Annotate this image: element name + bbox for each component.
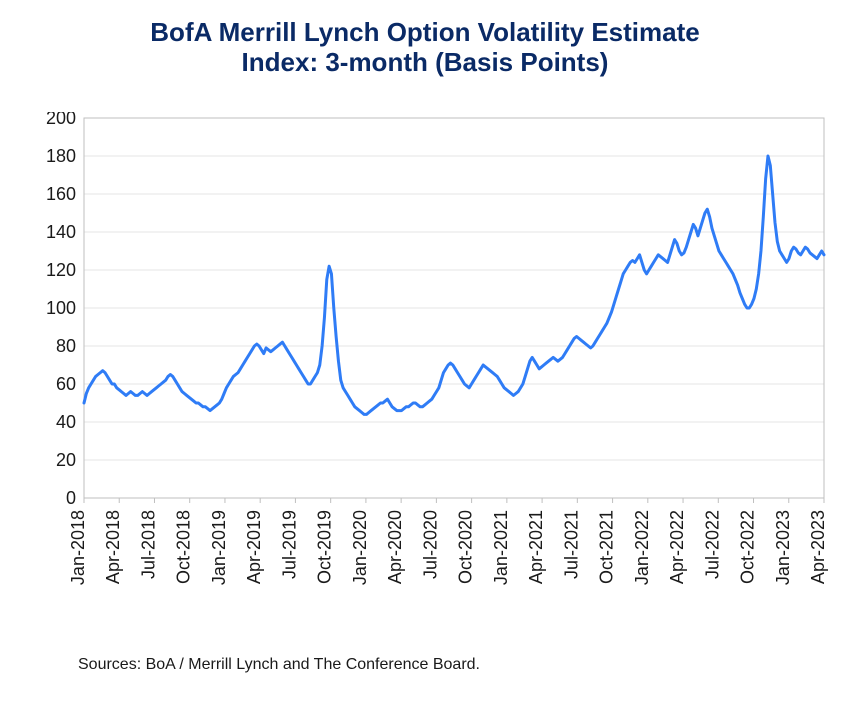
svg-text:Oct-2019: Oct-2019 [315, 510, 335, 584]
svg-text:Jan-2023: Jan-2023 [773, 510, 793, 585]
svg-text:Oct-2020: Oct-2020 [456, 510, 476, 584]
svg-text:120: 120 [46, 260, 76, 280]
svg-text:Oct-2021: Oct-2021 [597, 510, 617, 584]
chart-title-line1: BofA Merrill Lynch Option Volatility Est… [150, 17, 699, 47]
svg-text:Jul-2022: Jul-2022 [702, 510, 722, 579]
svg-text:Jan-2019: Jan-2019 [209, 510, 229, 585]
svg-text:20: 20 [56, 450, 76, 470]
svg-text:Jan-2018: Jan-2018 [68, 510, 88, 585]
svg-text:140: 140 [46, 222, 76, 242]
svg-text:60: 60 [56, 374, 76, 394]
svg-text:200: 200 [46, 112, 76, 128]
svg-text:Oct-2022: Oct-2022 [738, 510, 758, 584]
svg-text:Jul-2021: Jul-2021 [561, 510, 581, 579]
svg-text:80: 80 [56, 336, 76, 356]
chart-title: BofA Merrill Lynch Option Volatility Est… [0, 18, 850, 78]
source-note: Sources: BoA / Merrill Lynch and The Con… [78, 656, 480, 674]
svg-text:Jan-2021: Jan-2021 [491, 510, 511, 585]
svg-text:Jul-2020: Jul-2020 [420, 510, 440, 579]
svg-text:Apr-2019: Apr-2019 [244, 510, 264, 584]
svg-text:160: 160 [46, 184, 76, 204]
svg-text:Jan-2020: Jan-2020 [350, 510, 370, 585]
svg-text:Apr-2018: Apr-2018 [103, 510, 123, 584]
svg-text:Jul-2018: Jul-2018 [138, 510, 158, 579]
svg-text:180: 180 [46, 146, 76, 166]
chart-stage: BofA Merrill Lynch Option Volatility Est… [0, 0, 850, 703]
chart-plot: 0 20 40 60 80 100 120 140 160 180 200 Jan-2018 Apr-2… [30, 112, 828, 632]
chart-svg: 0 20 40 60 80 100 120 140 160 180 200 Jan-2018 Apr-2… [30, 112, 828, 632]
svg-text:Apr-2022: Apr-2022 [667, 510, 687, 584]
svg-text:Jul-2019: Jul-2019 [279, 510, 299, 579]
svg-text:Apr-2020: Apr-2020 [385, 510, 405, 584]
svg-text:Apr-2021: Apr-2021 [526, 510, 546, 584]
chart-title-line2: Index: 3-month (Basis Points) [242, 47, 609, 77]
svg-text:100: 100 [46, 298, 76, 318]
svg-text:40: 40 [56, 412, 76, 432]
svg-text:Apr-2023: Apr-2023 [808, 510, 828, 584]
svg-text:Oct-2018: Oct-2018 [174, 510, 194, 584]
svg-text:0: 0 [66, 488, 76, 508]
svg-text:Jan-2022: Jan-2022 [632, 510, 652, 585]
